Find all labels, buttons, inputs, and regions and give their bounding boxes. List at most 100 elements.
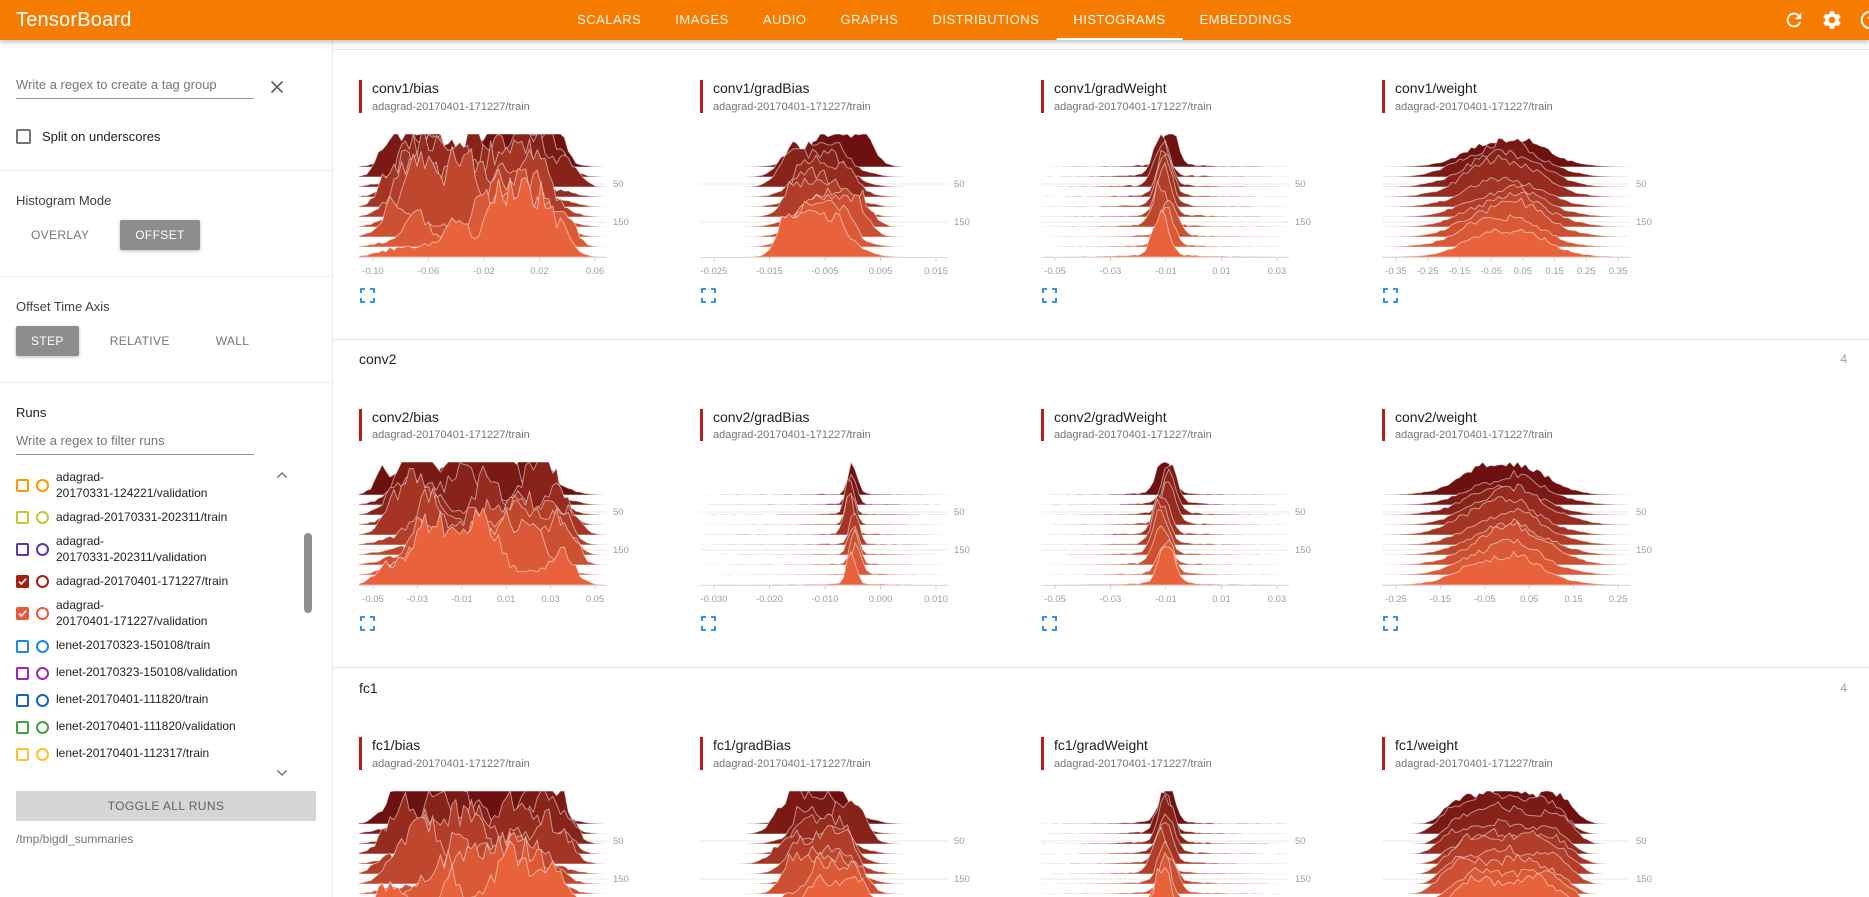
svg-text:0.05: 0.05 [586, 594, 605, 605]
section-header-fc1[interactable]: fc1 4 [333, 667, 1869, 707]
svg-text:150: 150 [1295, 217, 1311, 228]
tab-images[interactable]: IMAGES [675, 11, 729, 27]
tag-regex-input[interactable] [16, 74, 254, 99]
expand-chart-icon[interactable] [1382, 615, 1399, 632]
run-visibility-checkbox[interactable] [16, 693, 29, 707]
expand-chart-icon[interactable] [1382, 287, 1399, 304]
card-run-subtitle: adagrad-20170401-171227/train [372, 429, 530, 441]
run-row: adagrad- 20170331-202311/validation [16, 531, 332, 568]
offset-time-axis-wall-button[interactable]: WALL [215, 334, 250, 348]
svg-text:150: 150 [1636, 545, 1652, 556]
svg-text:0.03: 0.03 [1268, 594, 1287, 605]
svg-text:150: 150 [954, 874, 970, 885]
run-color-radio[interactable] [36, 666, 49, 680]
run-visibility-checkbox[interactable] [16, 639, 29, 653]
tab-scalars[interactable]: SCALARS [577, 11, 642, 27]
svg-text:-0.05: -0.05 [1480, 266, 1502, 277]
offset-time-axis-label: Offset Time Axis [16, 299, 110, 314]
histogram-card-fc1-bias: fc1/bias adagrad-20170401-171227/train 50 1… [359, 737, 681, 897]
settings-gear-icon[interactable] [1821, 9, 1843, 31]
tab-graphs[interactable]: GRAPHS [840, 11, 899, 27]
close-icon[interactable] [270, 80, 284, 94]
tab-histograms[interactable]: HISTOGRAMS [1056, 0, 1183, 40]
tab-audio[interactable]: AUDIO [762, 11, 807, 27]
refresh-icon[interactable] [1783, 9, 1805, 31]
svg-text:0.015: 0.015 [924, 266, 948, 277]
expand-chart-icon[interactable] [700, 287, 717, 304]
run-visibility-checkbox[interactable] [16, 666, 29, 680]
histogram-card-conv2-bias: conv2/bias adagrad-20170401-171227/train 5… [359, 408, 681, 633]
help-icon[interactable]: ? [1859, 9, 1869, 31]
histogram-mode-overlay-button[interactable]: OVERLAY [31, 228, 90, 242]
card-title: conv2/weight [1395, 408, 1477, 425]
svg-text:-0.05: -0.05 [1044, 266, 1066, 277]
run-visibility-checkbox[interactable] [16, 511, 29, 525]
card-grid: conv1/bias adagrad-20170401-171227/train 5… [333, 50, 1869, 339]
app-title: TensorBoard [16, 8, 132, 31]
histogram-card-conv1-gradWeight: conv1/gradWeight adagrad-20170401-171227/… [1041, 80, 1363, 304]
offset-time-axis-step-button[interactable]: STEP [16, 326, 79, 356]
run-color-radio[interactable] [36, 747, 49, 761]
card-run-subtitle: adagrad-20170401-171227/train [1054, 100, 1212, 113]
run-name: lenet-20170401-112317/train [56, 746, 210, 761]
scroll-up-icon[interactable] [276, 471, 288, 479]
card-title: conv1/gradWeight [1054, 80, 1167, 96]
run-visibility-checkbox[interactable] [16, 543, 29, 557]
histogram-card-conv1-gradBias: conv1/gradBias adagrad-20170401-171227/tr… [700, 80, 1022, 304]
run-color-radio[interactable] [36, 479, 49, 493]
run-color-radio[interactable] [36, 543, 49, 557]
tab-embeddings[interactable]: EMBEDDINGS [1199, 11, 1292, 27]
section-count: 4 [1840, 352, 1847, 366]
section-header-conv2[interactable]: conv2 4 [333, 338, 1869, 379]
offset-time-axis-relative-button[interactable]: RELATIVE [109, 334, 170, 348]
svg-text:0.03: 0.03 [1268, 266, 1287, 277]
svg-text:150: 150 [613, 545, 629, 556]
ridgeline-plot: 50 150 -0.025 -0.015 -0.005 0.005 0.015 [700, 133, 970, 277]
run-name: adagrad-20170401-171227/train [56, 574, 229, 589]
histogram-card-conv1-weight: conv1/weight adagrad-20170401-171227/trai… [1382, 80, 1704, 304]
run-color-radio[interactable] [36, 511, 49, 525]
expand-chart-icon[interactable] [359, 615, 376, 632]
run-color-radio[interactable] [36, 720, 49, 734]
expand-chart-icon[interactable] [359, 287, 376, 304]
run-color-radio[interactable] [36, 607, 49, 621]
run-name: lenet-20170323-150108/train [56, 638, 211, 653]
svg-text:0.15: 0.15 [1564, 594, 1583, 605]
histogram-mode-offset-button[interactable]: OFFSET [120, 220, 200, 250]
svg-text:0.02: 0.02 [530, 266, 549, 277]
run-color-radio[interactable] [36, 693, 49, 707]
runs-scrollbar-thumb[interactable] [304, 533, 312, 613]
scroll-down-icon[interactable] [276, 769, 288, 777]
svg-text:150: 150 [613, 874, 629, 885]
section-header-partial [333, 40, 1869, 50]
run-visibility-checkbox[interactable] [16, 607, 29, 621]
toggle-all-runs-button[interactable]: TOGGLE ALL RUNS [16, 791, 316, 821]
expand-chart-icon[interactable] [1041, 615, 1058, 632]
split-underscores-checkbox[interactable] [16, 129, 31, 144]
svg-text:-0.15: -0.15 [1430, 594, 1452, 605]
run-visibility-checkbox[interactable] [16, 720, 29, 734]
card-title-block: conv1/gradWeight adagrad-20170401-171227/… [1041, 80, 1363, 113]
svg-text:150: 150 [1295, 874, 1311, 885]
run-color-radio[interactable] [36, 575, 49, 589]
ridgeline-plot: 50 150 -0.35 -0.25 -0.15 -0.05 0.05 0.15 0.25 0.3… [1382, 136, 1652, 277]
run-visibility-checkbox[interactable] [16, 747, 29, 761]
run-name: adagrad- 20170401-171227/validation [56, 598, 208, 628]
divider [0, 276, 332, 277]
card-title: conv2/gradBias [713, 408, 810, 425]
run-visibility-checkbox[interactable] [16, 479, 29, 493]
expand-chart-icon[interactable] [700, 615, 717, 632]
run-name: lenet-20170401-111820/train [56, 692, 209, 707]
card-title-block: fc1/gradWeight adagrad-20170401-171227/tr… [1041, 737, 1363, 770]
header-icons: ? [1783, 9, 1869, 31]
card-title-block: fc1/bias adagrad-20170401-171227/train [359, 737, 681, 770]
run-regex-input[interactable] [16, 430, 254, 455]
ridgeline-plot: 50 150 [700, 790, 970, 897]
run-color-radio[interactable] [36, 639, 49, 653]
run-visibility-checkbox[interactable] [16, 575, 29, 589]
expand-chart-icon[interactable] [1041, 287, 1058, 304]
svg-text:-0.35: -0.35 [1385, 266, 1407, 277]
svg-text:?: ? [1867, 16, 1869, 27]
tab-distributions[interactable]: DISTRIBUTIONS [932, 11, 1040, 27]
svg-text:150: 150 [613, 217, 629, 228]
